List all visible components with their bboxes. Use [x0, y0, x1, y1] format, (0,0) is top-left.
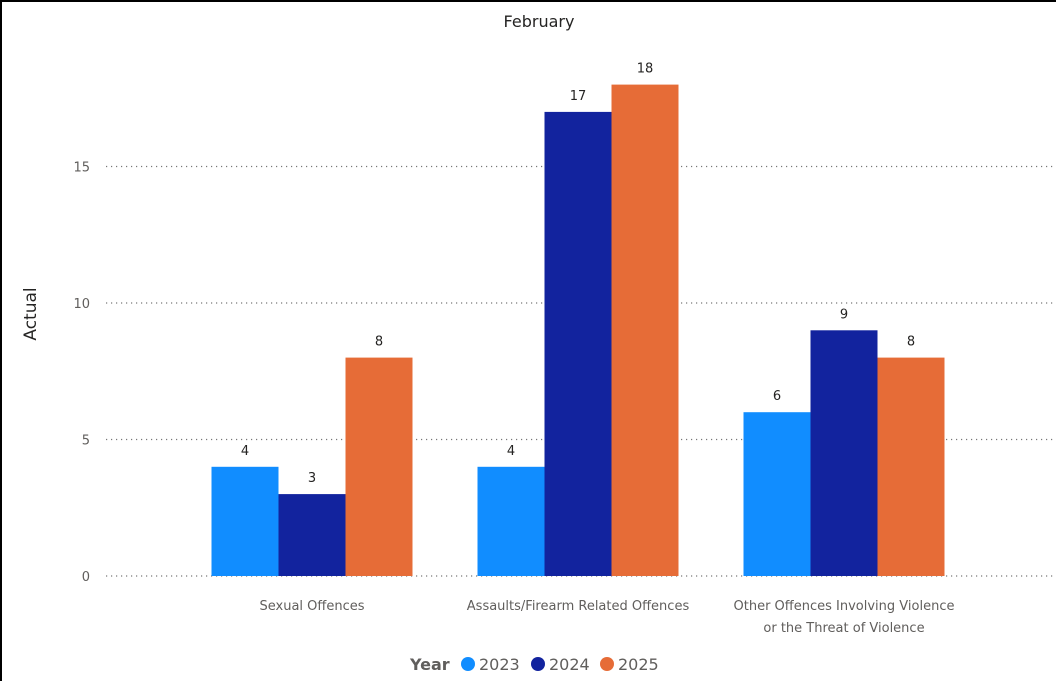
data-label: 8 [375, 335, 383, 350]
y-tick-label: 10 [73, 297, 90, 312]
category-labels: Sexual Offences Assaults/Firearm Related … [259, 599, 954, 636]
bar-2024-2[interactable] [544, 111, 612, 577]
legend-label-2023[interactable]: 2023 [479, 655, 520, 674]
category-label: Sexual Offences [259, 599, 364, 614]
bar-2024-1[interactable] [278, 494, 346, 576]
y-tick-label: 15 [73, 161, 90, 176]
legend-marker-2025[interactable] [600, 657, 614, 671]
y-axis-label: Actual [21, 287, 41, 340]
bar-2025-3[interactable] [877, 357, 945, 576]
legend-label-2024[interactable]: 2024 [549, 655, 590, 674]
bar-2025-1[interactable] [345, 357, 413, 576]
legend: Year 2023 2024 2025 [409, 655, 659, 674]
legend-marker-2023[interactable] [461, 657, 475, 671]
category-label: or the Threat of Violence [763, 621, 924, 636]
data-label: 4 [241, 444, 249, 459]
y-tick-label: 0 [82, 570, 90, 585]
bars [211, 84, 945, 577]
bar-2025-2[interactable] [611, 84, 679, 576]
data-label: 18 [637, 62, 654, 77]
data-label: 4 [507, 444, 515, 459]
legend-title: Year [409, 655, 450, 674]
y-axis-ticks: 0 5 10 15 [73, 161, 90, 586]
data-label: 9 [840, 307, 848, 322]
legend-marker-2024[interactable] [531, 657, 545, 671]
data-label: 8 [907, 335, 915, 350]
bar-2023-2[interactable] [477, 466, 545, 576]
bar-2023-3[interactable] [743, 412, 811, 576]
data-label: 17 [570, 89, 587, 104]
data-label: 6 [773, 389, 781, 404]
category-label: Other Offences Involving Violence [734, 599, 955, 614]
chart-title: February [504, 12, 575, 31]
legend-label-2025[interactable]: 2025 [618, 655, 659, 674]
data-label: 3 [308, 471, 316, 486]
bar-2023-1[interactable] [211, 466, 279, 576]
data-labels: 4 3 8 4 17 18 6 9 8 [241, 62, 915, 487]
category-label: Assaults/Firearm Related Offences [467, 599, 690, 614]
y-tick-label: 5 [82, 434, 90, 449]
bar-2024-3[interactable] [810, 330, 878, 576]
